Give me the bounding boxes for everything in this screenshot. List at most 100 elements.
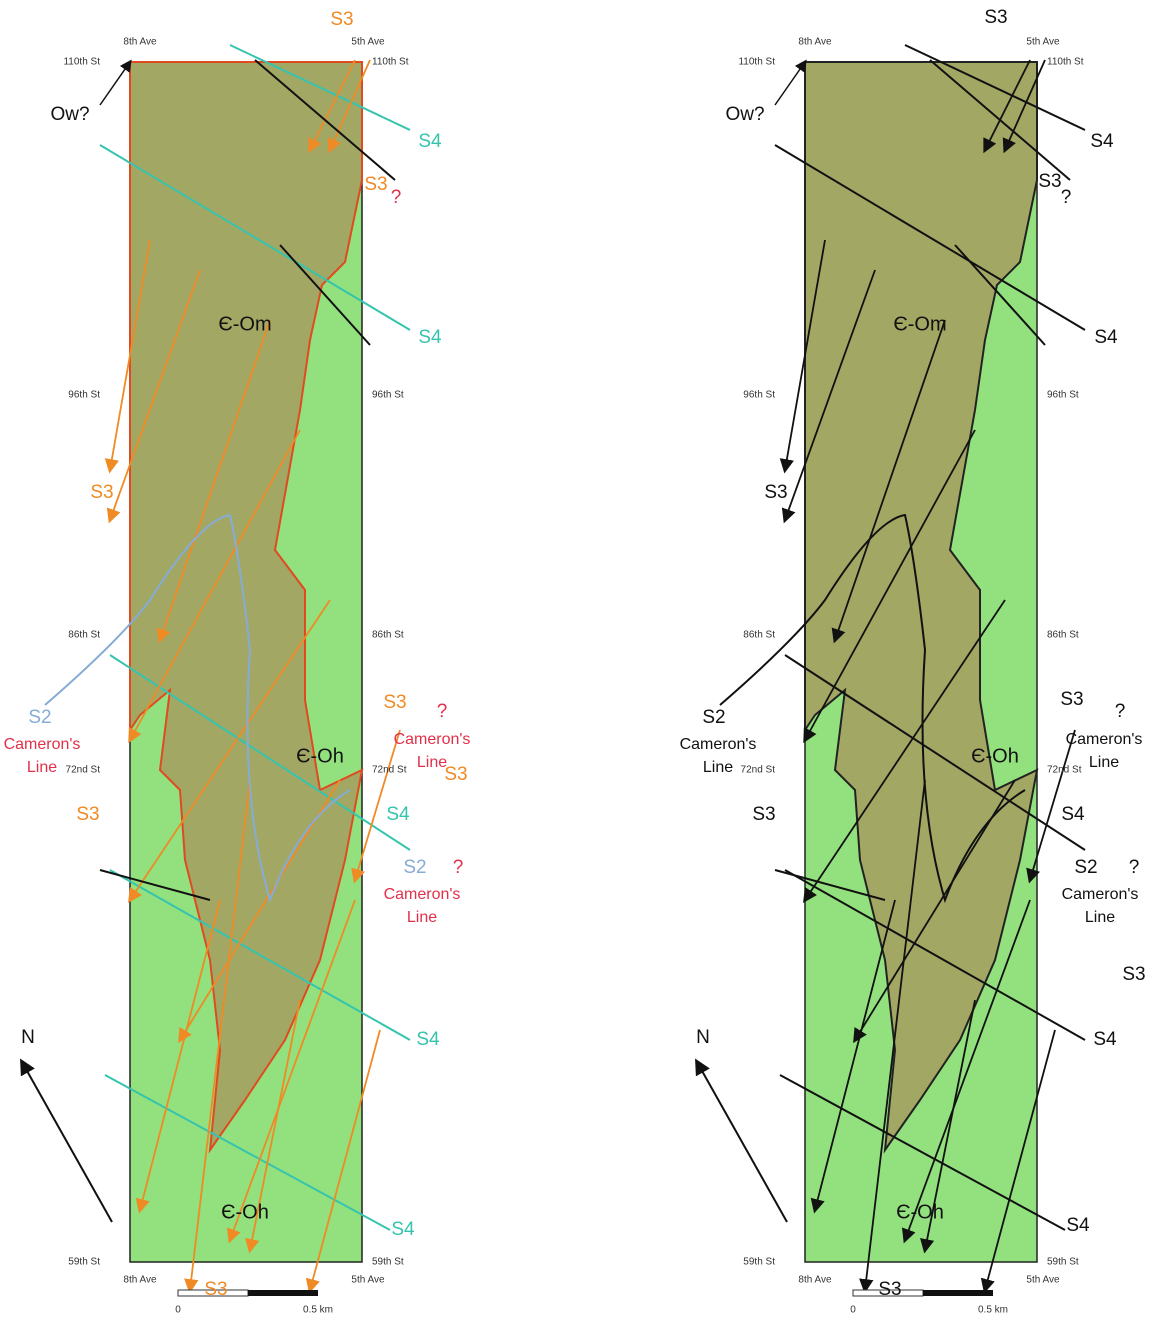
- s3-trace: [184, 779, 251, 1294]
- north-label: N: [21, 1027, 35, 1048]
- s2-label: S2: [28, 707, 51, 728]
- s3-trace: [859, 779, 926, 1294]
- scale-bar-black: [248, 1290, 318, 1296]
- camerons-line-label: Line: [703, 759, 733, 776]
- s3-trace: [106, 269, 201, 524]
- s4-trace: [779, 1074, 1066, 1231]
- s4-trace: [109, 869, 411, 1041]
- s3-trace: [803, 429, 976, 744]
- question-mark: ?: [391, 187, 402, 208]
- s4-label: S4: [1066, 1215, 1090, 1236]
- unit-label: Є-Om: [893, 313, 946, 335]
- s4-label: S4: [386, 804, 410, 825]
- s3-trace: [810, 899, 896, 1214]
- s3-trace: [226, 899, 356, 1244]
- street-label: 59th St: [1047, 1257, 1079, 1268]
- s2-trace: [44, 513, 351, 904]
- s4-trace: [784, 869, 1086, 1041]
- street-label: 86th St: [1047, 630, 1079, 641]
- unit-om-area: [804, 61, 1039, 1154]
- avenue-label: 8th Ave: [798, 1275, 832, 1286]
- street-label: 86th St: [68, 630, 100, 641]
- s3-trace: [779, 239, 826, 474]
- s3-label: S3: [204, 1279, 227, 1300]
- s3-trace: [308, 59, 356, 154]
- fault: [254, 59, 396, 181]
- avenue-label: 8th Ave: [123, 1275, 157, 1286]
- s3-trace: [135, 899, 221, 1214]
- unit-label: Є-Oh: [896, 1201, 944, 1223]
- street-label: 59th St: [372, 1257, 404, 1268]
- s4-label: S4: [1061, 804, 1085, 825]
- s3-label: S3: [1038, 171, 1061, 192]
- s3-trace: [305, 1029, 381, 1294]
- avenue-label: 5th Ave: [351, 1275, 385, 1286]
- s3-trace: [245, 999, 301, 1254]
- s3-label: S3: [1060, 689, 1083, 710]
- question-mark: ?: [1061, 187, 1072, 208]
- north-arrow: [20, 1058, 113, 1223]
- fault: [279, 244, 371, 346]
- s3-label: S3: [764, 482, 787, 503]
- street-label: 59th St: [743, 1257, 775, 1268]
- s4-trace: [229, 44, 411, 131]
- s4-trace: [109, 654, 411, 851]
- street-label: 110th St: [738, 57, 775, 68]
- camerons-line-label: Cameron's: [384, 886, 461, 903]
- camerons-line-label: Line: [1085, 909, 1115, 926]
- s3-trace: [156, 319, 271, 644]
- camerons-line-label: Cameron's: [680, 736, 757, 753]
- street-label: 110th St: [63, 57, 100, 68]
- s4-label: S4: [1090, 131, 1114, 152]
- unit-label: Є-Oh: [221, 1201, 269, 1223]
- avenue-label: 5th Ave: [351, 37, 385, 48]
- fault: [774, 869, 886, 901]
- scale-label: 0.5 km: [303, 1305, 333, 1316]
- s3-trace: [901, 899, 1031, 1244]
- avenue-label: 8th Ave: [123, 37, 157, 48]
- avenue-label: 5th Ave: [1026, 1275, 1060, 1286]
- s4-label: S4: [1093, 1029, 1117, 1050]
- s4-trace: [99, 144, 411, 331]
- s3-trace: [128, 429, 301, 744]
- s3-trace: [1026, 729, 1076, 884]
- street-label: 72nd St: [372, 765, 407, 776]
- street-label: 96th St: [1047, 390, 1079, 401]
- ow-arrow: [99, 59, 132, 106]
- camerons-line-label: Line: [417, 754, 447, 771]
- s3-trace: [983, 59, 1031, 154]
- street-label: 96th St: [743, 390, 775, 401]
- north-label: N: [696, 1027, 710, 1048]
- camerons-line-label: Line: [407, 909, 437, 926]
- scale-label: 0.5 km: [978, 1305, 1008, 1316]
- camerons-line-label: Cameron's: [1062, 886, 1139, 903]
- unit-label: Ow?: [50, 104, 89, 125]
- street-label: 96th St: [68, 390, 100, 401]
- s3-trace: [1002, 59, 1046, 154]
- unit-label: Є-Oh: [971, 745, 1019, 767]
- unit-label: Є-Om: [218, 313, 271, 335]
- s4-label: S4: [418, 131, 442, 152]
- camerons-line-label: Line: [27, 759, 57, 776]
- s3-label: S3: [90, 482, 113, 503]
- s4-trace: [104, 1074, 391, 1231]
- map-panel: 8th Ave 5th Ave 8th Ave 5th Ave 110th St 96th…: [680, 7, 1146, 1316]
- scale-label: 0: [175, 1305, 181, 1316]
- s3-trace: [128, 599, 331, 903]
- s2-label: S2: [1074, 857, 1097, 878]
- s4-label: S4: [391, 1219, 415, 1240]
- avenue-label: 8th Ave: [798, 37, 832, 48]
- street-label: 110th St: [372, 57, 409, 68]
- fault: [954, 244, 1046, 346]
- street-label: 72nd St: [741, 765, 776, 776]
- fault: [99, 869, 211, 901]
- s3-trace: [351, 729, 401, 884]
- avenue-label: 5th Ave: [1026, 37, 1060, 48]
- s2-label: S2: [403, 857, 426, 878]
- s3-label: S3: [752, 804, 775, 825]
- street-label: 72nd St: [66, 765, 101, 776]
- scale-bar-black: [923, 1290, 993, 1296]
- camerons-line-label: Cameron's: [1066, 731, 1143, 748]
- s3-label: S3: [878, 1279, 901, 1300]
